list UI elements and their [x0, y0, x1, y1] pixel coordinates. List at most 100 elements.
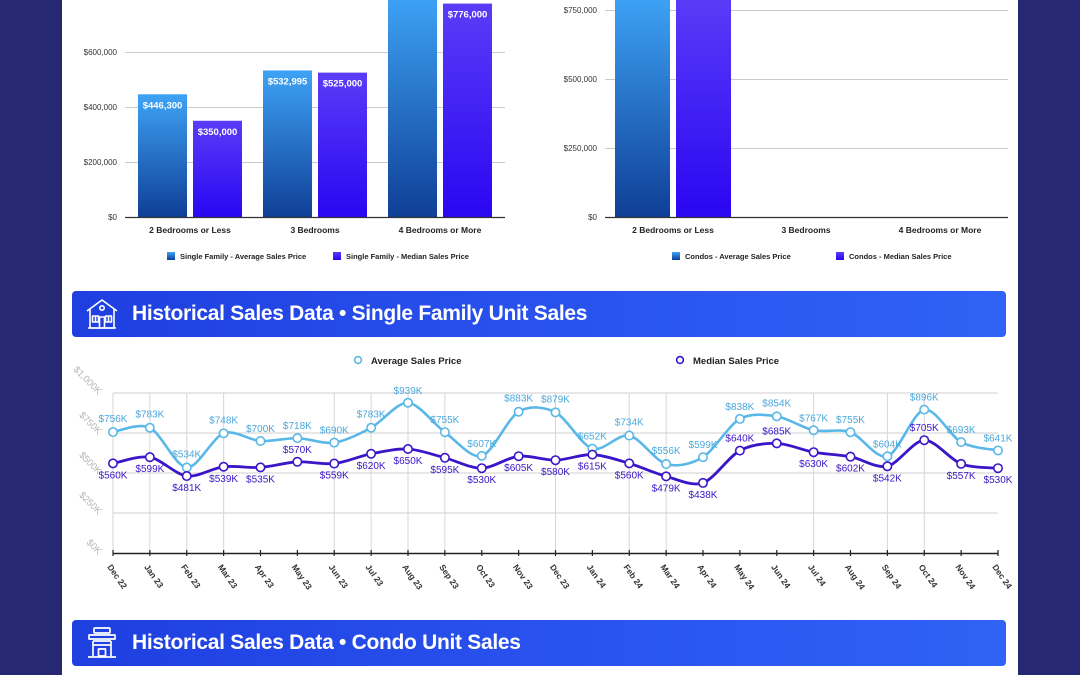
condo-bedroom-bar-chart: 2 Bedrooms or Less 3 Bedrooms 4 Bedrooms o…	[564, 0, 1008, 261]
x-tick-label: Jun 24	[769, 562, 793, 590]
point-value-label: $756K	[99, 414, 128, 425]
average-price-point	[181, 462, 192, 473]
legend-label: Median Sales Price	[693, 356, 779, 367]
point-value-label: $620K	[357, 461, 386, 472]
median-price-point	[919, 435, 930, 446]
y-tick-label: $500,000	[564, 75, 598, 84]
point-value-label: $700K	[246, 424, 275, 435]
point-value-label: $755K	[836, 415, 865, 426]
point-value-label: $605K	[504, 463, 533, 474]
median-price-bar	[318, 72, 367, 217]
median-price-point	[771, 438, 782, 449]
average-price-point	[218, 428, 229, 439]
point-value-label: $580K	[541, 467, 570, 478]
average-price-point	[108, 427, 119, 438]
average-price-point	[992, 445, 1003, 456]
legend-swatch	[836, 252, 844, 260]
bar-value-label: $525,000	[323, 79, 363, 90]
point-value-label: $599K	[689, 440, 718, 451]
legend-label: Condos - Average Sales Price	[685, 252, 791, 261]
single-family-bedroom-bar-chart: $446,300 $350,000 $532,995 $525,000 $776,000…	[84, 0, 505, 261]
bar-value-label: $350,000	[198, 127, 238, 138]
y-tick-label: $750,000	[564, 6, 598, 15]
single-family-historical-line-chart: Average Sales Price Median Sales Price $0…	[71, 355, 1014, 592]
median-price-point	[255, 462, 266, 473]
x-tick-label: Dec 23	[548, 562, 572, 590]
median-price-point	[808, 447, 819, 458]
point-value-label: $560K	[615, 470, 644, 481]
median-price-point	[476, 463, 487, 474]
point-value-label: $607K	[467, 439, 496, 450]
point-value-label: $534K	[172, 450, 201, 461]
x-tick-label: May 24	[732, 562, 757, 591]
point-value-label: $693K	[947, 425, 976, 436]
point-value-label: $854K	[762, 398, 791, 409]
average-price-point	[771, 411, 782, 422]
point-value-label: $883K	[504, 394, 533, 405]
x-tick-label: Oct 24	[917, 562, 940, 589]
x-tick-label: Sep 24	[880, 562, 904, 590]
x-tick-label: Jan 24	[585, 562, 609, 590]
point-value-label: $539K	[209, 474, 238, 485]
median-price-point	[734, 445, 745, 456]
average-price-point	[624, 430, 635, 441]
point-value-label: $705K	[910, 423, 939, 434]
y-tick-label: $600,000	[84, 48, 118, 57]
average-price-point	[255, 435, 266, 446]
point-value-label: $734K	[615, 418, 644, 429]
section-title: Historical Sales Data • Condo Unit Sales	[132, 631, 521, 654]
legend-swatch	[333, 252, 341, 260]
average-price-point	[329, 437, 340, 448]
point-value-label: $650K	[394, 456, 423, 467]
point-value-label: $879K	[541, 394, 570, 405]
point-value-label: $838K	[725, 402, 754, 413]
median-price-bar	[193, 120, 242, 217]
point-value-label: $767K	[799, 413, 828, 424]
bar-value-label: $532,995	[268, 76, 308, 87]
x-tick-label: Feb 23	[179, 562, 203, 590]
median-price-point	[882, 461, 893, 472]
x-tick-label: Nov 24	[953, 562, 977, 591]
x-tick-label: Feb 24	[622, 562, 646, 590]
x-tick-label: May 23	[290, 562, 315, 591]
point-value-label: $530K	[984, 475, 1013, 486]
point-value-label: $783K	[357, 410, 386, 421]
legend-swatch	[167, 252, 175, 260]
average-price-point	[292, 433, 303, 444]
point-value-label: $556K	[652, 446, 681, 457]
y-tick-label: $250,000	[564, 144, 598, 153]
x-tick-label: Jul 24	[806, 562, 828, 588]
point-value-label: $718K	[283, 421, 312, 432]
average-price-point	[366, 422, 377, 433]
average-price-point	[513, 406, 524, 417]
y-tick-label: $0	[108, 213, 117, 222]
point-value-label: $479K	[652, 483, 681, 494]
average-price-point	[144, 422, 155, 433]
point-value-label: $530K	[467, 475, 496, 486]
y-tick-label: $0	[588, 213, 597, 222]
average-price-point	[476, 450, 487, 461]
y-tick-label: $200,000	[84, 158, 118, 167]
point-value-label: $599K	[135, 464, 164, 475]
median-price-point	[513, 451, 524, 462]
x-tick-label: Oct 23	[474, 562, 497, 589]
average-price-bar	[263, 70, 312, 217]
point-value-label: $685K	[762, 426, 791, 437]
average-price-point	[808, 425, 819, 436]
median-price-point	[439, 452, 450, 463]
average-price-point	[550, 407, 561, 418]
legend-label: Average Sales Price	[371, 356, 462, 367]
median-price-point	[956, 458, 967, 469]
median-price-point	[329, 458, 340, 469]
average-price-point	[439, 427, 450, 438]
point-value-label: $755K	[430, 415, 459, 426]
median-price-point	[218, 461, 229, 472]
section-banner-single-family: Historical Sales Data • Single Family Un…	[72, 291, 1006, 337]
legend-label: Single Family - Median Sales Price	[346, 252, 469, 261]
x-tick-label: 2 Bedrooms or Less	[632, 225, 714, 235]
point-value-label: $535K	[246, 474, 275, 485]
point-value-label: $481K	[172, 483, 201, 494]
average-price-bar	[388, 0, 437, 217]
x-tick-label: Mar 24	[658, 562, 682, 590]
x-tick-label: 4 Bedrooms or More	[399, 225, 482, 235]
